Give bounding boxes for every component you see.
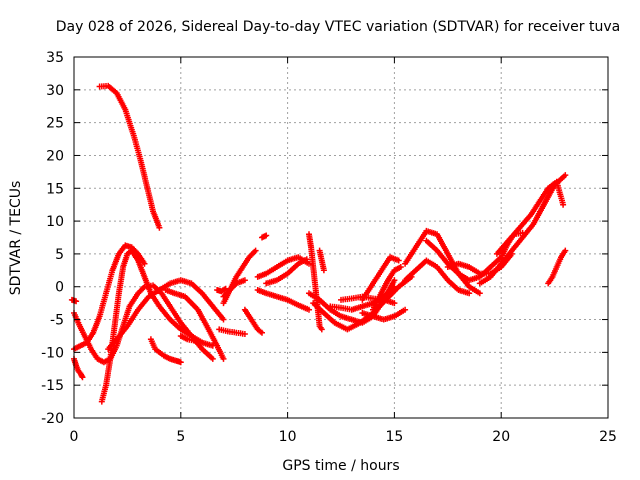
series-arc-16 [259, 232, 270, 241]
series-arc-21 [316, 247, 327, 274]
plus-markers [402, 227, 483, 297]
plus-markers [68, 296, 80, 305]
x-tick-label: 20 [492, 429, 510, 445]
y-axis-label: SDTVAR / TECUs [8, 181, 24, 296]
plus-markers [96, 82, 163, 231]
series-arc-6 [98, 247, 216, 405]
series-arc-26 [359, 306, 409, 323]
y-tick-label: 10 [46, 214, 64, 230]
series-arc-36 [545, 247, 569, 287]
series-arc-19 [263, 256, 310, 287]
series-arc-1 [96, 82, 163, 231]
plus-markers [214, 285, 229, 295]
y-tick-label: -10 [41, 345, 64, 361]
plus-markers [71, 355, 86, 381]
x-tick-label: 5 [176, 429, 185, 445]
y-tick-label: -5 [50, 313, 64, 329]
axis-ticks: 0 5 10 15 20 25 -20 -15 -10 -5 0 5 10 15 20 25 30 35 [41, 50, 617, 445]
series-arc-12 [214, 285, 229, 295]
series-arc-30 [402, 257, 473, 297]
series-arc-27 [359, 254, 402, 303]
plus-markers [402, 257, 473, 297]
y-tick-label: 15 [46, 181, 64, 197]
series-arc-9 [162, 287, 227, 362]
plus-markers [98, 247, 216, 405]
series-arc-35 [498, 229, 526, 261]
series-arc-11 [216, 326, 248, 337]
plus-markers [263, 256, 310, 287]
chart-title: Day 028 of 2026, Sidereal Day-to-day VTE… [56, 19, 620, 35]
plus-markers [216, 326, 248, 337]
plus-markers [105, 277, 227, 353]
x-tick-label: 25 [599, 429, 617, 445]
plus-markers [359, 306, 409, 323]
series-arc-15 [241, 306, 265, 336]
plus-markers [545, 247, 569, 287]
y-tick-label: -15 [41, 378, 64, 394]
plus-markers [498, 229, 526, 261]
y-tick-label: -20 [41, 411, 64, 427]
y-tick-label: 25 [46, 116, 64, 132]
plus-markers [306, 231, 325, 333]
plus-markers [359, 254, 402, 303]
series-arc-3 [71, 355, 86, 381]
y-tick-label: 0 [55, 280, 64, 296]
plus-markers [241, 306, 265, 336]
data-marks [68, 82, 569, 405]
plot-frame [73, 56, 609, 419]
plus-markers [162, 287, 227, 362]
y-tick-label: 20 [46, 148, 64, 164]
series-arc-28 [370, 264, 404, 313]
plus-markers [147, 336, 184, 366]
y-tick-label: 30 [46, 83, 64, 99]
series-arc-10 [177, 333, 203, 346]
plus-markers [370, 264, 404, 313]
y-tick-label: 35 [46, 50, 64, 66]
series-arc-7 [105, 277, 227, 353]
grid [74, 57, 608, 418]
plus-markers [316, 247, 327, 274]
plus-markers [259, 232, 270, 241]
y-tick-label: 5 [55, 247, 64, 263]
x-tick-label: 15 [385, 429, 403, 445]
x-tick-label: 10 [279, 429, 297, 445]
plus-markers [177, 333, 203, 346]
plus-markers [254, 287, 312, 313]
series-arc-29 [402, 227, 483, 297]
series-arc-20 [306, 231, 325, 333]
x-tick-label: 0 [70, 429, 79, 445]
series-arc-8 [147, 336, 184, 366]
series-arc-14 [220, 247, 259, 307]
series-arc-4 [68, 296, 80, 305]
plus-markers [220, 247, 259, 307]
series-arc-17 [254, 287, 312, 313]
x-axis-label: GPS time / hours [282, 458, 399, 474]
